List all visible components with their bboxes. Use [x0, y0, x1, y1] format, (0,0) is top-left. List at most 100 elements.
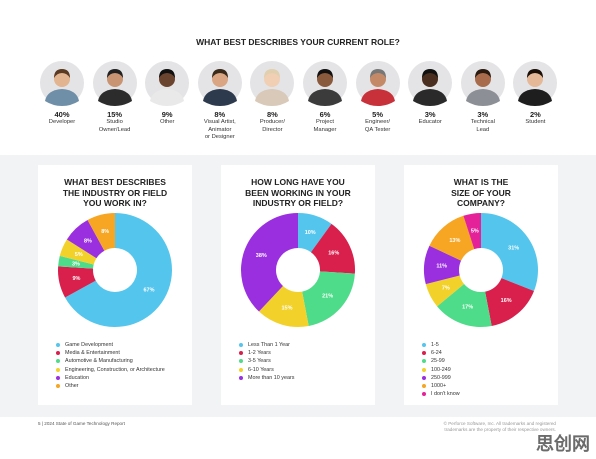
- avatar: [408, 61, 453, 106]
- donut-slice: [481, 213, 538, 291]
- chart-card: WHAT IS THE SIZE OF YOUR COMPANY? 31% 16% 1…: [404, 165, 558, 405]
- avatar-head: [422, 71, 439, 87]
- legend-entry: 1-5: [422, 341, 460, 349]
- legend-entry: 250-999: [422, 374, 460, 382]
- slice-label: 9%: [72, 276, 80, 282]
- role-label: Educator: [418, 119, 442, 125]
- role-label: Project Manager: [313, 119, 337, 133]
- legend-label: More than 10 years: [248, 374, 295, 381]
- legend-label: 100-249: [431, 366, 451, 373]
- avatar-hair: [527, 69, 544, 78]
- role-label: Technical Lead: [470, 119, 495, 133]
- slice-label: 3%: [72, 261, 80, 267]
- avatar: [92, 61, 137, 106]
- avatar-body: [45, 89, 79, 106]
- role: 8% Producer/ Director: [246, 60, 298, 134]
- role-label: Producer/ Director: [259, 119, 285, 133]
- legend-entry: More than 10 years: [239, 374, 294, 382]
- avatar-body: [465, 89, 500, 106]
- legend-swatch: [56, 343, 60, 348]
- role-percent: 6%: [319, 110, 331, 119]
- role-percent: 3%: [477, 110, 489, 119]
- legend-entry: Automotive & Manufacturing: [56, 357, 165, 365]
- legend-entry: 100-249: [422, 366, 460, 374]
- slice-label: 21%: [322, 294, 333, 300]
- role-percent: 3%: [424, 110, 436, 119]
- avatar-hair: [159, 69, 176, 78]
- avatar-body: [413, 89, 448, 106]
- legend-entry: 3-5 Years: [239, 357, 294, 365]
- role: 15% Studio Owner/Lead: [89, 60, 141, 134]
- legend-entry: Media & Entertainment: [56, 349, 165, 357]
- legend: Game Development Media & Entertainment Aut…: [56, 341, 165, 390]
- avatar-head: [159, 71, 176, 87]
- donut-slice: [58, 266, 96, 298]
- legend-swatch: [56, 384, 60, 389]
- role-label: Studio Owner/Lead: [98, 119, 131, 133]
- legend-label: Engineering, Construction, or Architectu…: [65, 366, 165, 373]
- slice-label: 16%: [501, 298, 512, 304]
- legend-label: Education: [65, 374, 89, 381]
- avatar-hair: [422, 69, 439, 78]
- avatar-head: [527, 71, 544, 87]
- legend-entry: 6-24: [422, 349, 460, 357]
- avatar: [303, 61, 347, 106]
- avatar-hair: [211, 69, 228, 78]
- chart-title: WHAT BEST DESCRIBES THE INDUSTRY OR FIEL…: [62, 177, 168, 208]
- chart-title: WHAT IS THE SIZE OF YOUR COMPANY?: [451, 177, 511, 208]
- avatar-body: [360, 89, 395, 106]
- legend-swatch: [422, 359, 426, 364]
- role-label: Visual Artist, Animator or Designer: [203, 119, 236, 140]
- legend-entry: Game Development: [56, 341, 165, 349]
- slice-label: 7%: [442, 285, 450, 291]
- avatar-hair: [474, 69, 491, 78]
- avatar: [513, 61, 558, 106]
- donut-slice: [463, 213, 481, 250]
- avatar-head: [106, 71, 123, 87]
- legend-label: Other: [65, 383, 79, 390]
- avatar-head: [54, 71, 70, 87]
- avatar-body: [202, 89, 237, 106]
- role-label: Developer: [48, 119, 76, 125]
- slice-label: 10%: [305, 230, 316, 236]
- donut-slice: [66, 220, 105, 259]
- slice-label: 67%: [143, 288, 154, 294]
- avatar: [355, 61, 400, 106]
- role-percent: 5%: [372, 110, 384, 119]
- donut-slice: [425, 275, 465, 307]
- donut-slice: [302, 271, 355, 326]
- chart-card: HOW LONG HAVE YOU BEEN WORKING IN YOUR I…: [221, 165, 375, 405]
- slice-label: 15%: [281, 305, 292, 311]
- slice-label: 17%: [462, 305, 473, 311]
- role: 40% Developer: [36, 60, 88, 127]
- role-label: Engineer/ QA Tester: [364, 119, 391, 133]
- slice-label: 5%: [75, 252, 83, 258]
- chart-card: WHAT BEST DESCRIBES THE INDUSTRY OR FIEL…: [38, 165, 192, 405]
- slice-label: 8%: [101, 229, 109, 235]
- role: 3% Educator: [404, 60, 456, 127]
- donut-slice: [485, 278, 534, 326]
- slice-label: 38%: [256, 253, 267, 259]
- avatar-hair: [369, 69, 386, 78]
- legend-swatch: [56, 351, 60, 356]
- role: 8% Visual Artist, Animator or Designer: [194, 60, 246, 142]
- role: 2% Student: [509, 60, 561, 127]
- legend-entry: 6-10 Years: [239, 366, 294, 374]
- legend-swatch: [239, 343, 243, 348]
- legend-label: 6-10 Years: [248, 366, 274, 373]
- avatar-head: [211, 71, 228, 87]
- avatar-hair: [264, 69, 281, 78]
- legend-label: I don't know: [431, 391, 460, 398]
- role-label: Other: [159, 119, 175, 125]
- slice-label: 31%: [508, 245, 519, 251]
- role-percent: 2%: [529, 110, 541, 119]
- legend-swatch: [239, 351, 243, 356]
- role-percent: 9%: [161, 110, 173, 119]
- donut-slice: [298, 213, 332, 253]
- avatar-head: [317, 71, 333, 87]
- legend-label: Media & Entertainment: [65, 350, 120, 357]
- chart-title: HOW LONG HAVE YOU BEEN WORKING IN YOUR I…: [245, 177, 351, 208]
- avatar-head: [369, 71, 386, 87]
- legend-entry: 1-2 Years: [239, 349, 294, 357]
- donut-slice: [87, 213, 115, 251]
